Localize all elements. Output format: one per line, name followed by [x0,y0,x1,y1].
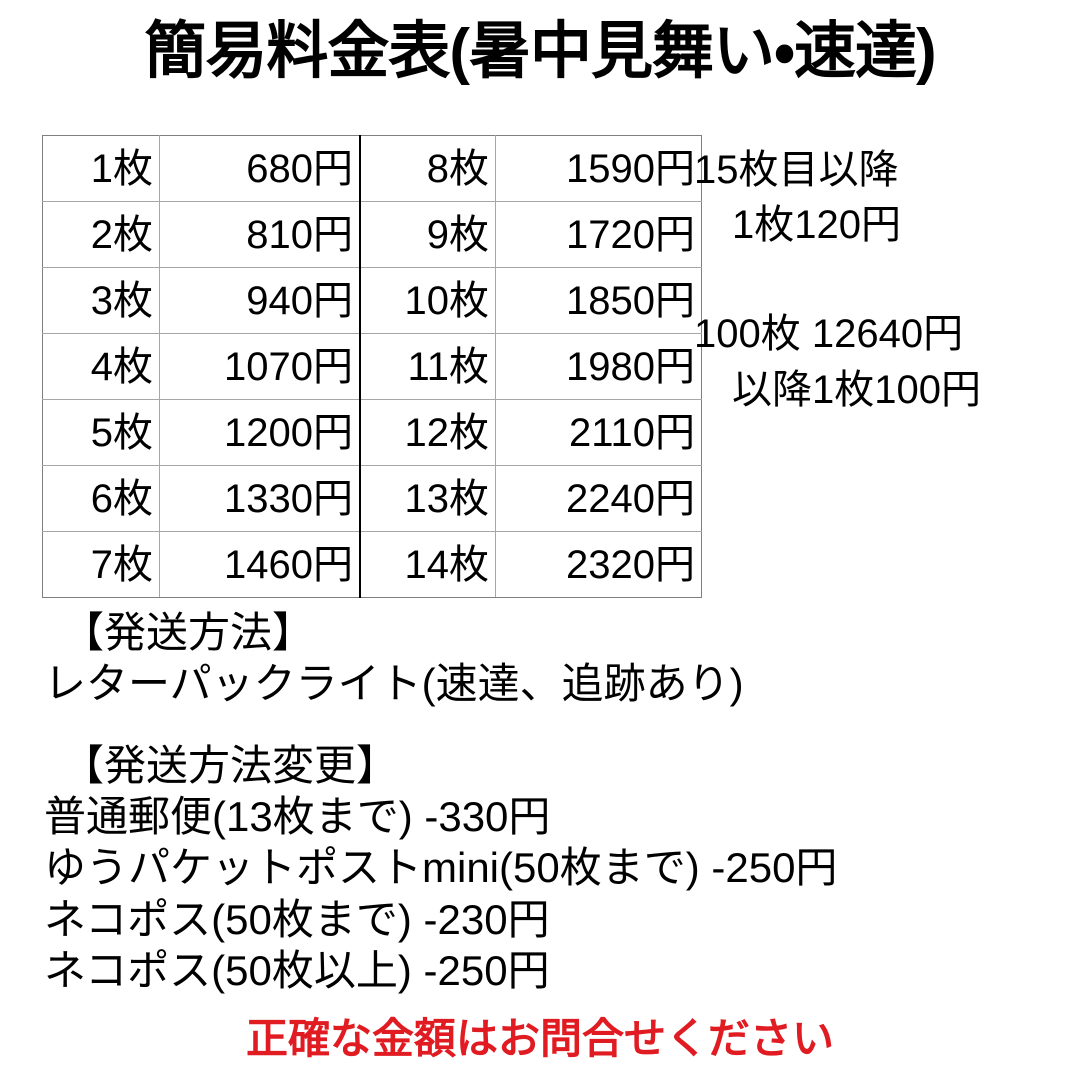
cell-qty-right: 10枚 [359,267,496,334]
cell-price-left: 1070円 [159,333,361,400]
cell-price-left: 1460円 [159,531,361,598]
side-note-line: 100枚 12640円 [694,312,964,357]
cell-price-right: 1720円 [495,201,702,268]
side-note-bulk-rate: 15枚目以降 1枚120円 [694,143,1034,253]
shipping-change-option: 普通郵便(13枚まで) -330円 [44,793,551,841]
cell-price-left: 810円 [159,201,361,268]
shipping-change-heading: 【発送方法変更】 [62,742,399,789]
side-note-line: 以降1枚100円 [732,367,981,412]
price-table: 1枚 680円 8枚 1590円 2枚 810円 9枚 1720円 3枚 940… [42,135,702,598]
cell-price-right: 2110円 [495,399,702,466]
table-row: 7枚 1460円 14枚 2320円 [42,531,702,598]
cell-qty-left: 1枚 [42,135,160,202]
cell-price-left: 680円 [159,135,361,202]
shipping-method-heading: 【発送方法】 [62,609,315,656]
table-row: 6枚 1330円 13枚 2240円 [42,465,702,532]
cell-price-right: 2240円 [495,465,702,532]
side-note-line: 1枚120円 [732,203,901,248]
shipping-change-option: ゆうパケットポストmini(50枚まで) -250円 [44,844,838,892]
shipping-change-option: ネコポス(50枚以上) -250円 [44,946,550,994]
side-note-hundred-rate: 100枚 12640円 以降1枚100円 [694,307,1034,417]
cell-qty-right: 13枚 [359,465,496,532]
shipping-change-option: ネコポス(50枚まで) -230円 [44,895,550,943]
table-row: 5枚 1200円 12枚 2110円 [42,399,702,466]
cell-price-left: 940円 [159,267,361,334]
cell-qty-right: 14枚 [359,531,496,598]
cell-qty-right: 9枚 [359,201,496,268]
shipping-method-line: レターパックライト(速達、追跡あり) [44,660,744,708]
side-note-line: 15枚目以降 [694,148,899,192]
cell-qty-left: 7枚 [42,531,160,598]
table-row: 4枚 1070円 11枚 1980円 [42,333,702,400]
contact-notice: 正確な金額はお問合せください [245,1015,834,1062]
cell-price-left: 1330円 [159,465,361,532]
table-row: 3枚 940円 10枚 1850円 [42,267,702,334]
table-row: 1枚 680円 8枚 1590円 [42,135,702,202]
cell-qty-left: 4枚 [42,333,160,400]
cell-price-right: 1980円 [495,333,702,400]
table-row: 2枚 810円 9枚 1720円 [42,201,702,268]
shipping-change-section: 【発送方法変更】 普通郵便(13枚まで) -330円 ゆうパケットポストmini… [44,740,1044,996]
cell-qty-left: 6枚 [42,465,160,532]
page-title: 簡易料金表(暑中見舞い・速達) [144,17,936,86]
cell-price-right: 1850円 [495,267,702,334]
cell-price-left: 1200円 [159,399,361,466]
cell-price-right: 2320円 [495,531,702,598]
cell-qty-right: 11枚 [359,333,496,400]
cell-price-right: 1590円 [495,135,702,202]
cell-qty-left: 5枚 [42,399,160,466]
shipping-method-section: 【発送方法】 レターパックライト(速達、追跡あり) [44,607,1044,709]
cell-qty-right: 8枚 [359,135,496,202]
price-table-body: 1枚 680円 8枚 1590円 2枚 810円 9枚 1720円 3枚 940… [42,135,702,598]
cell-qty-left: 3枚 [42,267,160,334]
side-notes: 15枚目以降 1枚120円 100枚 12640円 以降1枚100円 [694,143,1034,472]
cell-qty-left: 2枚 [42,201,160,268]
cell-qty-right: 12枚 [359,399,496,466]
